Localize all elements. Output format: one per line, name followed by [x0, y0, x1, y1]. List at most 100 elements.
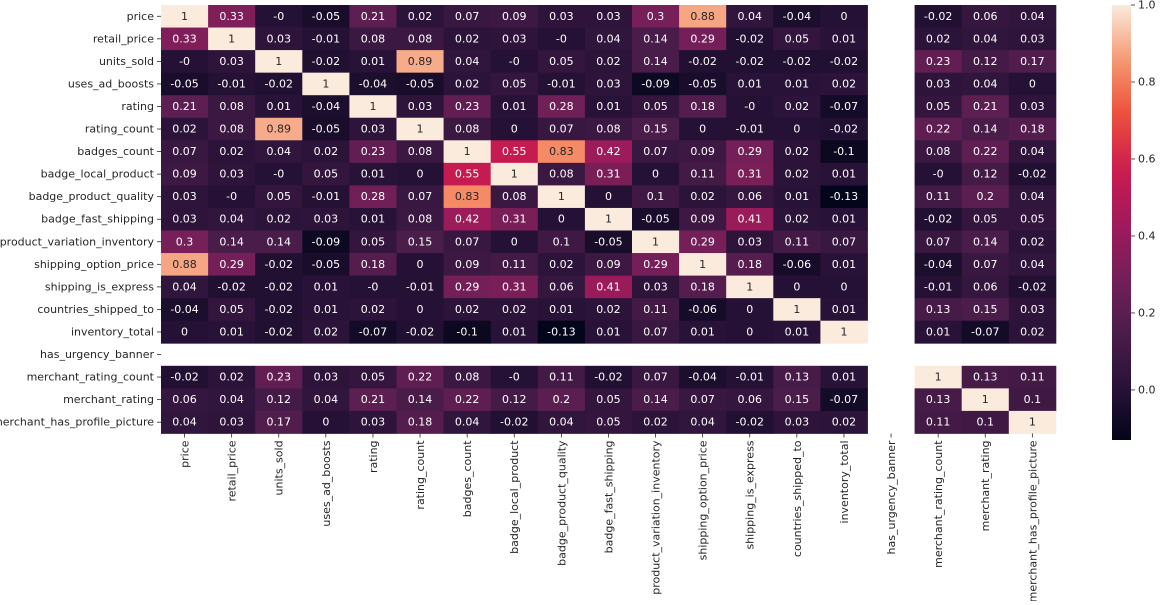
heatmap-cell — [1008, 185, 1057, 209]
cell-value-label: 0.15 — [643, 123, 668, 136]
cell-value-label: 0.14 — [267, 235, 292, 248]
heatmap-cell — [820, 388, 868, 412]
heatmap-cell — [914, 162, 963, 186]
cell-value-label: 0.01 — [267, 100, 292, 113]
heatmap-cell — [161, 140, 209, 164]
cell-value-label: 0.01 — [832, 32, 857, 45]
cell-value-label: 0.07 — [643, 325, 668, 338]
heatmap-cell — [490, 140, 539, 164]
cell-value-label: 0.08 — [408, 145, 433, 158]
heatmap-cell — [302, 298, 350, 322]
cell-value-label: -0.02 — [170, 371, 198, 384]
cell-value-label: 0 — [558, 213, 565, 226]
heatmap-cell — [726, 230, 774, 254]
y-tick-label: shipping_is_express — [45, 280, 154, 293]
heatmap-cell — [632, 185, 680, 209]
x-tick-label: uses_ad_boosts — [320, 440, 333, 526]
cell-value-label: 0.17 — [1020, 55, 1045, 68]
heatmap-cell — [961, 5, 1010, 28]
y-tick-label: uses_ad_boosts — [68, 77, 154, 90]
cell-value-label: 0.11 — [926, 190, 951, 203]
heatmap-cell — [208, 50, 256, 74]
heatmap-cell — [1008, 298, 1057, 322]
cell-value-label: -0 — [226, 190, 237, 203]
cell-value-label: -0 — [744, 100, 755, 113]
heatmap-cell — [914, 230, 963, 254]
cell-value-label: 0.05 — [1020, 213, 1045, 226]
cell-value-label: 0.28 — [549, 100, 574, 113]
heatmap-cell — [490, 95, 539, 119]
cell-value-label: 0.01 — [361, 55, 386, 68]
cell-value-label: 0.11 — [690, 168, 715, 181]
x-tick-label: price — [179, 440, 192, 468]
heatmap-cell — [914, 117, 963, 141]
cell-value-label: 0.29 — [690, 235, 715, 248]
heatmap-cell — [773, 365, 821, 389]
heatmap-cell — [537, 410, 586, 434]
heatmap-cell — [443, 185, 492, 209]
cell-value-label: 0.02 — [314, 145, 339, 158]
cell-value-label: 0.41 — [596, 280, 621, 293]
cell-value-label: -0.02 — [924, 10, 952, 23]
heatmap-cell — [537, 365, 586, 389]
heatmap-cell — [537, 5, 586, 28]
cell-value-label: 0.04 — [455, 416, 480, 429]
heatmap-cell — [255, 72, 303, 96]
cell-value-label: 0 — [793, 280, 800, 293]
heatmap-cell — [396, 365, 444, 389]
heatmap-cell — [679, 230, 727, 254]
cell-value-label: 0.83 — [455, 190, 480, 203]
cell-value-label: 0.13 — [785, 371, 810, 384]
cell-value-label: 0.02 — [1020, 325, 1045, 338]
heatmap-cell — [961, 230, 1010, 254]
cell-value-label: 0.07 — [172, 145, 197, 158]
heatmap-cell — [302, 207, 350, 231]
cell-value-label: 0.03 — [738, 235, 763, 248]
cell-value-label: -0.01 — [312, 32, 340, 45]
heatmap-cell — [726, 162, 774, 186]
cell-value-label: 0.11 — [502, 258, 527, 271]
heatmap-cell — [443, 5, 492, 28]
heatmap-cell — [161, 185, 209, 209]
cell-value-label: 0.06 — [738, 393, 763, 406]
cell-value-label: 0.02 — [267, 213, 292, 226]
heatmap-cell — [820, 320, 868, 344]
cell-value-label: 0.03 — [219, 168, 244, 181]
heatmap-cell — [302, 117, 350, 141]
cell-value-label: 0.15 — [973, 303, 998, 316]
cell-value-label: 0.01 — [549, 303, 574, 316]
cell-value-label: 0.02 — [455, 77, 480, 90]
cell-value-label: -0 — [509, 371, 520, 384]
cell-value-label: -0.02 — [736, 416, 764, 429]
cell-value-label: 0.88 — [690, 10, 715, 23]
cell-value-label: 0.02 — [549, 258, 574, 271]
cell-value-label: 0.17 — [267, 416, 292, 429]
heatmap-cell — [255, 298, 303, 322]
heatmap-cell — [490, 50, 539, 74]
cell-value-label: 0.08 — [361, 32, 386, 45]
cell-value-label: 0.04 — [690, 416, 715, 429]
heatmap-cell — [443, 117, 492, 141]
heatmap-cell — [914, 410, 963, 434]
heatmap-cell — [396, 95, 444, 119]
heatmap-cell — [820, 298, 868, 322]
heatmap-cell — [396, 117, 444, 141]
cell-value-label: 0.01 — [832, 258, 857, 271]
heatmap-cell — [490, 253, 539, 276]
cell-value-label: 0.04 — [172, 280, 197, 293]
cell-value-label: 0.03 — [1020, 303, 1045, 316]
heatmap-cell — [820, 207, 868, 231]
cell-value-label: 0.02 — [926, 32, 951, 45]
heatmap-cell — [961, 162, 1010, 186]
heatmap-cell — [349, 388, 397, 412]
heatmap-cell — [302, 320, 350, 344]
cell-value-label: 0.29 — [455, 280, 480, 293]
cell-value-label: 0.05 — [361, 371, 386, 384]
cell-value-label: 0.01 — [738, 77, 763, 90]
x-tick-label: units_sold — [273, 440, 286, 495]
heatmap-cell — [820, 365, 868, 389]
heatmap-cell — [161, 298, 209, 322]
cell-value-label: -0.02 — [265, 280, 293, 293]
colorbar-tick-label: 0.0 — [1138, 383, 1156, 396]
cell-value-label: -0 — [273, 10, 284, 23]
